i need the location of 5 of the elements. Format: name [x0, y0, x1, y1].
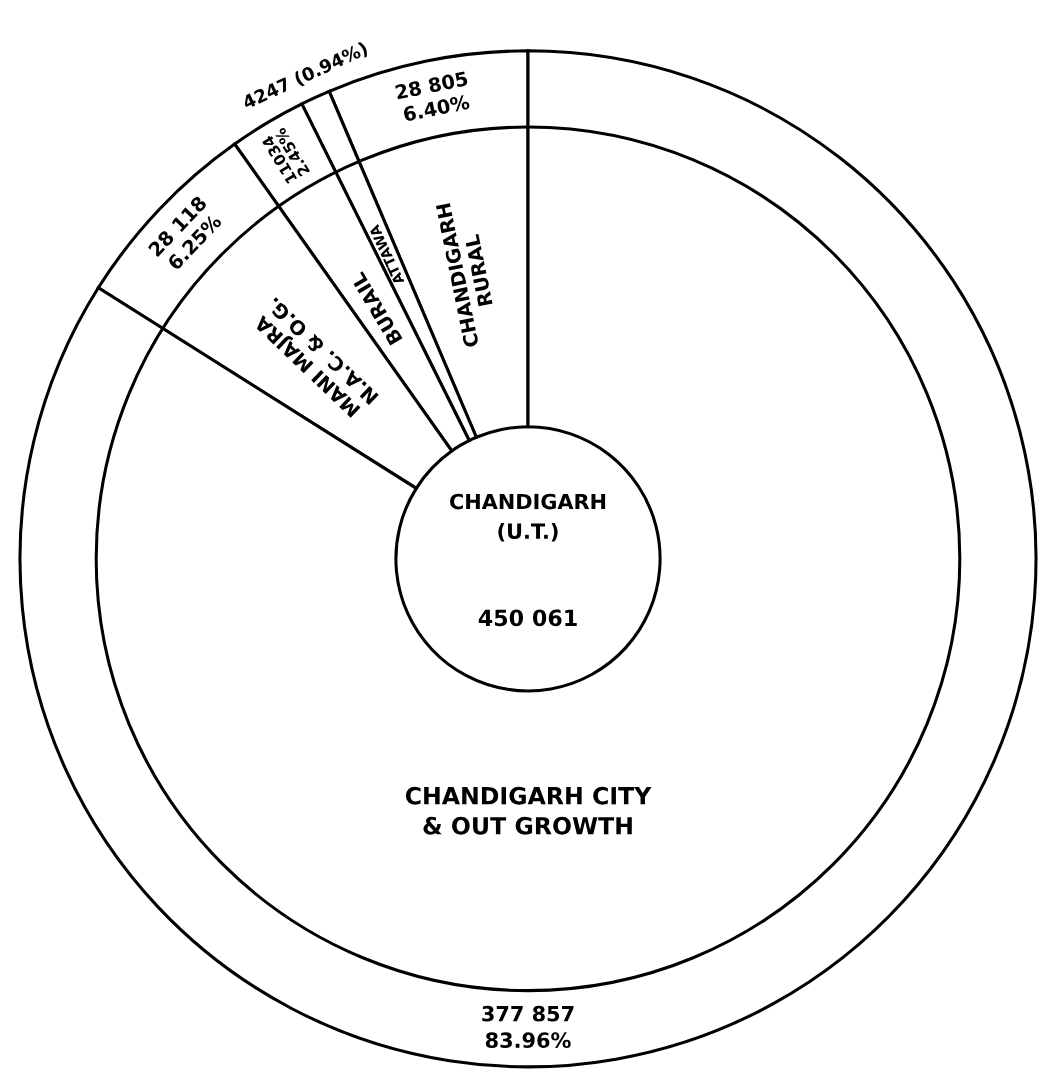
- data-label: 377 857 83.96%: [482, 1005, 574, 1049]
- text: CHANDIGARH (U.T.): [450, 493, 606, 542]
- slice-label: CHANDIGARH CITY & OUT GROWTH: [405, 786, 652, 835]
- text: 450 061: [478, 609, 577, 627]
- data-label: 28 805 6.40%: [395, 70, 471, 122]
